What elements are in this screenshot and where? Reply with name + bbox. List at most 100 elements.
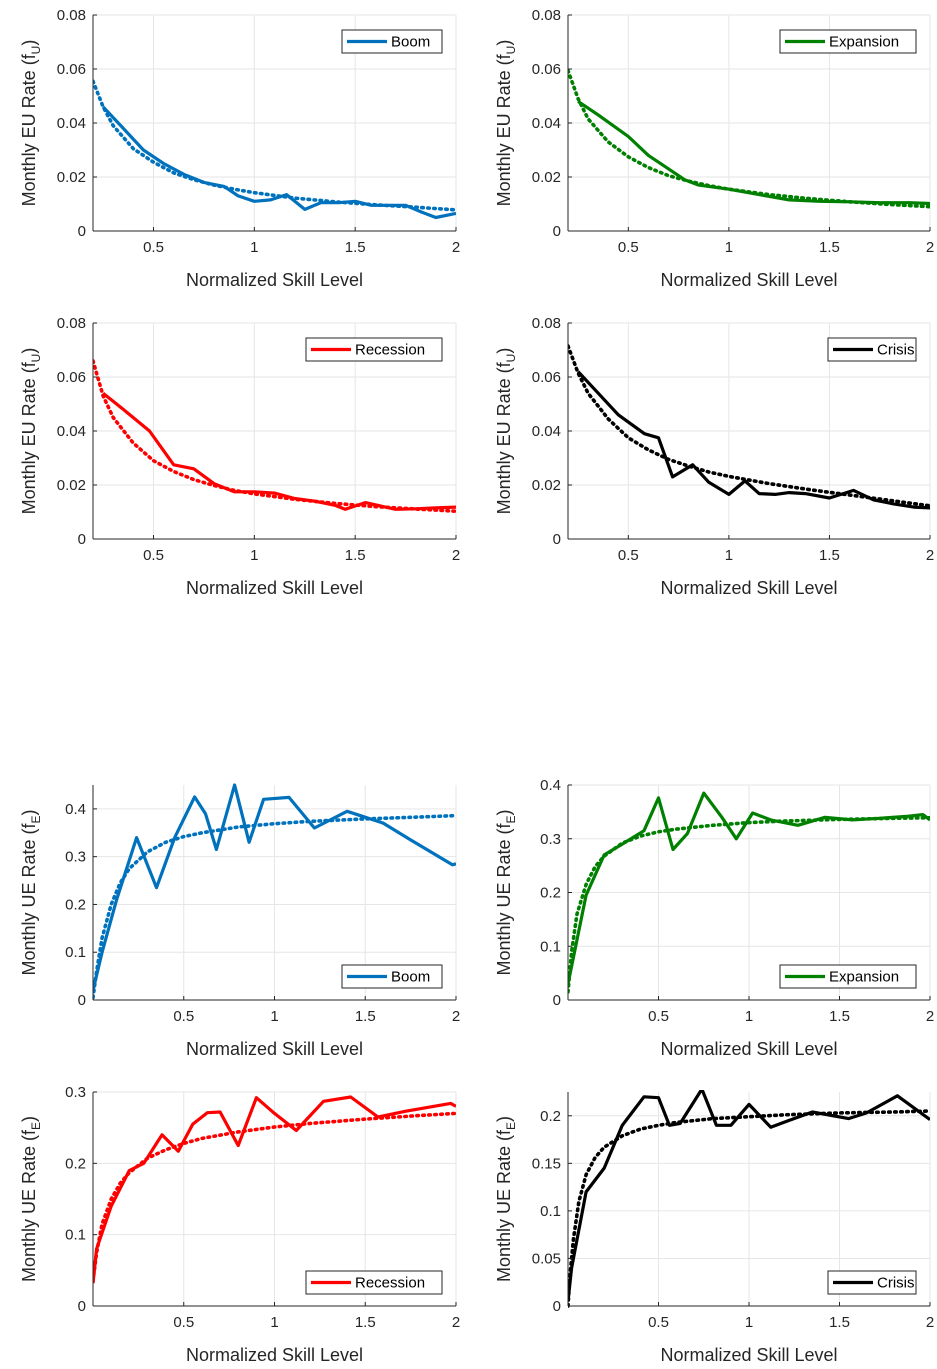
series-line — [576, 370, 930, 510]
x-axis-label: Normalized Skill Level — [186, 578, 363, 598]
legend-label: Boom — [391, 969, 430, 986]
x-tick-label: 0.5 — [143, 547, 164, 564]
chart-panel: 0.5 1 1.5 2 0 0.02 0.04 0.06 0.08 Normalized Skil… — [19, 315, 460, 598]
chart-panel: 0.5 1 1.5 2 0 0.02 0.04 0.06 0.08 Normalized Skil… — [19, 7, 460, 290]
fit-curve-line — [93, 358, 456, 514]
legend-label: Boom — [391, 34, 430, 51]
y-tick-label: 0.05 — [532, 1250, 561, 1267]
y-axis-label-tail: ) — [19, 40, 39, 46]
series-line — [102, 391, 456, 511]
y-axis-label-text: Monthly UE Rate (f — [494, 822, 514, 975]
y-tick-label: 0.04 — [532, 423, 561, 440]
y-axis-label: Monthly EU Rate (fU) — [494, 40, 518, 207]
series-line — [568, 1090, 930, 1302]
x-tick-label: 2 — [452, 239, 460, 256]
legend-label: Recession — [355, 342, 425, 359]
x-axis-label: Normalized Skill Level — [660, 578, 837, 598]
y-tick-label: 0.4 — [540, 777, 561, 794]
legend: Crisis — [827, 337, 917, 362]
x-tick-label: 1.5 — [819, 239, 840, 256]
x-tick-label: 1 — [250, 547, 258, 564]
legend-box — [779, 964, 917, 989]
y-tick-label: 0 — [78, 1298, 86, 1315]
y-axis-label: Monthly UE Rate (fE) — [494, 1116, 518, 1282]
y-tick-label: 0 — [78, 531, 86, 548]
x-axis-label: Normalized Skill Level — [660, 1345, 837, 1365]
chart-panel: 0.5 1 1.5 2 0 0.1 0.2 0.3 0.4 Normalized Skill Le… — [19, 783, 460, 1059]
x-tick-label: 2 — [926, 1314, 934, 1331]
y-axis-label-tail: ) — [19, 1116, 39, 1122]
y-axis-label-tail: ) — [494, 348, 514, 354]
y-tick-label: 0 — [553, 1298, 561, 1315]
x-tick-label: 0.5 — [618, 547, 639, 564]
y-tick-label: 0.2 — [65, 896, 86, 913]
y-axis-label-tail: ) — [494, 1116, 514, 1122]
x-tick-label: 1 — [270, 1314, 278, 1331]
y-axis-label-text: Monthly EU Rate (f — [19, 361, 39, 514]
legend: Expansion — [779, 29, 917, 54]
y-tick-label: 0.2 — [540, 885, 561, 902]
y-axis-label-tail: ) — [19, 348, 39, 354]
legend-box — [341, 964, 443, 989]
y-tick-label: 0.2 — [65, 1155, 86, 1172]
y-tick-label: 0.08 — [532, 7, 561, 24]
legend-label: Recession — [355, 1275, 425, 1292]
y-tick-label: 0.2 — [540, 1108, 561, 1125]
y-axis-label: Monthly EU Rate (fU) — [494, 348, 518, 515]
y-tick-label: 0.02 — [57, 477, 86, 494]
fit-curve-line — [93, 813, 456, 1000]
y-axis-label-subscript: U — [504, 46, 518, 55]
y-axis-label-subscript: E — [504, 1122, 518, 1130]
x-tick-label: 1.5 — [829, 1314, 850, 1331]
x-tick-label: 1.5 — [355, 1008, 376, 1025]
x-tick-label: 1.5 — [345, 547, 366, 564]
x-tick-label: 1 — [725, 547, 733, 564]
x-tick-label: 0.5 — [173, 1008, 194, 1025]
x-tick-label: 2 — [926, 1008, 934, 1025]
y-axis-label-text: Monthly UE Rate (f — [494, 1129, 514, 1282]
series-line — [577, 100, 930, 206]
y-axis-label-subscript: U — [504, 354, 518, 363]
x-tick-label: 1 — [725, 239, 733, 256]
x-tick-label: 2 — [452, 547, 460, 564]
y-axis-label-tail: ) — [494, 809, 514, 815]
y-tick-label: 0.1 — [540, 938, 561, 955]
y-axis-label: Monthly UE Rate (fE) — [494, 809, 518, 975]
y-axis-label-text: Monthly UE Rate (f — [19, 1129, 39, 1282]
y-tick-label: 0.04 — [57, 115, 86, 132]
y-tick-label: 0.02 — [532, 477, 561, 494]
fit-curve-line — [93, 1111, 456, 1283]
fit-curve-line — [93, 79, 456, 212]
x-tick-label: 1.5 — [819, 547, 840, 564]
legend-box — [305, 337, 443, 362]
legend: Recession — [305, 1270, 443, 1295]
y-tick-label: 0.08 — [57, 7, 86, 24]
y-axis-label-tail: ) — [19, 809, 39, 815]
y-axis-label: Monthly UE Rate (fE) — [19, 1116, 43, 1282]
y-tick-label: 0.04 — [532, 115, 561, 132]
x-tick-label: 0.5 — [143, 239, 164, 256]
x-tick-label: 1.5 — [829, 1008, 850, 1025]
y-tick-label: 0.3 — [65, 849, 86, 866]
legend-box — [305, 1270, 443, 1295]
y-axis-label: Monthly UE Rate (fE) — [19, 809, 43, 975]
y-axis-label-subscript: U — [29, 354, 43, 363]
legend: Recession — [305, 337, 443, 362]
fit-curve-line — [568, 1109, 930, 1308]
series-line — [93, 783, 456, 991]
y-tick-label: 0.06 — [532, 369, 561, 386]
y-tick-label: 0.3 — [540, 831, 561, 848]
x-tick-label: 2 — [926, 239, 934, 256]
legend: Crisis — [827, 1270, 917, 1295]
y-tick-label: 0 — [553, 223, 561, 240]
legend-label: Expansion — [829, 969, 899, 986]
fit-curve-line — [568, 344, 930, 508]
legend-label: Crisis — [877, 342, 915, 359]
x-axis-label: Normalized Skill Level — [186, 1039, 363, 1059]
x-tick-label: 1 — [745, 1008, 753, 1025]
y-axis-label-tail: ) — [494, 40, 514, 46]
y-tick-label: 0.15 — [532, 1155, 561, 1172]
y-axis-label-text: Monthly EU Rate (f — [19, 53, 39, 206]
y-tick-label: 0.06 — [57, 61, 86, 78]
